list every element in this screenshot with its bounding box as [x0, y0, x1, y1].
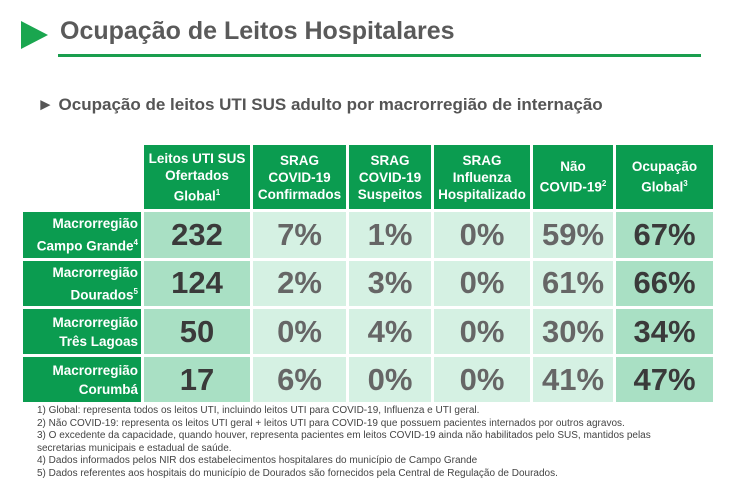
column-header-line: Leitos UTI SUS [148, 150, 246, 166]
column-header-line: COVID-19 [268, 169, 331, 185]
footnote-marker: 5 [133, 286, 138, 296]
row-label-line: Três Lagoas [59, 333, 138, 349]
footnotes: 1) Global: representa todos os leitos UT… [37, 405, 651, 481]
value-cell: 2% [253, 260, 346, 306]
value-cell: 34% [616, 309, 713, 354]
value-cell: 47% [616, 357, 713, 402]
row-label-line: Corumbá [78, 381, 138, 397]
corner-cell [23, 145, 141, 209]
value-cell: 41% [533, 357, 613, 402]
row-label: Macrorregião Três Lagoas [23, 309, 141, 354]
title-divider [58, 54, 701, 57]
column-header-line: Influenza [452, 169, 512, 185]
value-cell: 1% [349, 212, 431, 258]
value-cell: 0% [434, 260, 530, 306]
table-row: Macrorregião Campo Grande4 232 7% 1% 0% 59% 67% [23, 212, 713, 258]
column-header-line: Não [560, 159, 586, 175]
value-cell: 30% [533, 309, 613, 354]
footnote: secretarias municipais e estadual de saú… [37, 442, 232, 454]
value-cell: 50 [144, 309, 250, 354]
column-header: SRAG Influenza Hospitalizado [434, 145, 530, 209]
page-title: Ocupação de Leitos Hospitalares [60, 17, 455, 45]
footnote: 5) Dados referentes aos hospitais do mun… [37, 467, 558, 479]
footnote-marker: 3 [683, 179, 688, 189]
column-header-line: COVID-19 [539, 179, 602, 195]
value-cell: 0% [349, 357, 431, 402]
value-cell: 59% [533, 212, 613, 258]
table-row: Macrorregião Três Lagoas 50 0% 4% 0% 30% 34% [23, 309, 713, 354]
row-label-line: Campo Grande [36, 238, 134, 254]
column-header-line: SRAG [279, 152, 319, 168]
value-cell: 124 [144, 260, 250, 306]
value-cell: 6% [253, 357, 346, 402]
row-label-line: Macrorregião [52, 314, 138, 330]
row-label-line: Macrorregião [52, 264, 138, 280]
footnote-marker: 2 [601, 179, 607, 189]
footnote: 3) O excedente da capacidade, quando hou… [37, 430, 651, 442]
row-label: Macrorregião Corumbá [23, 357, 141, 402]
value-cell: 0% [434, 309, 530, 354]
section-subtitle: ► Ocupação de leitos UTI SUS adulto por … [37, 95, 603, 114]
value-cell: 0% [434, 212, 530, 258]
value-cell: 67% [616, 212, 713, 258]
value-cell: 3% [349, 260, 431, 306]
column-header-line: Ocupação [631, 159, 698, 175]
green-triangle-icon [21, 21, 48, 49]
column-header: SRAG COVID-19 Suspeitos [349, 145, 431, 209]
column-header-line: SRAG [370, 152, 410, 168]
row-label-line: Macrorregião [52, 216, 138, 231]
value-cell: 0% [434, 357, 530, 402]
value-cell: 17 [144, 357, 250, 402]
row-label-line: Macrorregião [52, 362, 138, 378]
footnote-marker: 1 [215, 187, 221, 197]
column-header-line: SRAG [462, 152, 502, 168]
column-header: Ocupação Global3 [616, 145, 713, 209]
column-header-line: Ofertados [165, 167, 229, 183]
footnote: 2) Não COVID-19: representa os leitos UT… [37, 417, 625, 429]
column-header-line: Global [641, 179, 684, 195]
column-header: SRAG COVID-19 Confirmados [253, 145, 346, 209]
value-cell: 66% [616, 260, 713, 306]
occupancy-table: Leitos UTI SUS Ofertados Global1 SRAG COVID-… [20, 142, 716, 405]
column-header-line: Confirmados [257, 186, 342, 202]
column-header-line: Suspeitos [357, 186, 423, 202]
value-cell: 4% [349, 309, 431, 354]
footnote-marker: 4 [133, 238, 138, 247]
table-row: Macrorregião Corumbá 17 6% 0% 0% 41% 47% [23, 357, 713, 402]
value-cell: 61% [533, 260, 613, 306]
row-label: Macrorregião Campo Grande4 [23, 212, 141, 258]
value-cell: 0% [253, 309, 346, 354]
value-cell: 232 [144, 212, 250, 258]
column-header: Leitos UTI SUS Ofertados Global1 [144, 145, 250, 209]
footnote: 1) Global: representa todos os leitos UT… [37, 405, 480, 416]
value-cell: 7% [253, 212, 346, 258]
column-header: Não COVID-192 [533, 145, 613, 209]
row-label: Macrorregião Dourados5 [23, 260, 141, 306]
row-label-line: Dourados [70, 287, 134, 302]
column-header-line: Hospitalizado [438, 186, 526, 202]
column-header-line: Global [173, 188, 216, 204]
column-header-line: COVID-19 [358, 169, 422, 185]
table-row: Macrorregião Dourados5 124 2% 3% 0% 61% 66% [23, 260, 713, 306]
footnote: 4) Dados informados pelos NIR dos estabe… [37, 455, 478, 467]
